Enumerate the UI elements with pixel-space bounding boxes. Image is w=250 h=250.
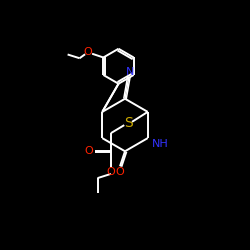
Text: O: O — [85, 146, 94, 156]
Text: O: O — [106, 167, 115, 177]
Text: N: N — [126, 67, 134, 77]
Text: S: S — [124, 116, 132, 130]
Text: O: O — [116, 167, 124, 177]
Text: NH: NH — [152, 140, 169, 149]
Text: O: O — [84, 48, 92, 58]
